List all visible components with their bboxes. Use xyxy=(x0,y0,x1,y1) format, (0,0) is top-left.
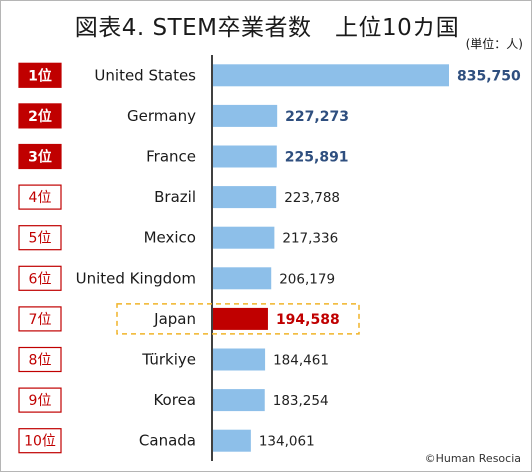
value-label: 227,273 xyxy=(285,109,349,125)
rank-label: 3位 xyxy=(28,149,52,166)
value-label: 835,750 xyxy=(457,68,521,84)
bar xyxy=(213,64,449,87)
rank-label: 7位 xyxy=(29,312,52,328)
category-label: Germany xyxy=(127,107,196,125)
rank-badge xyxy=(18,225,62,251)
bar xyxy=(213,389,265,412)
credit-text: ©Human Resocia xyxy=(424,452,521,465)
category-label: Japan xyxy=(153,310,196,328)
rank-badge xyxy=(18,103,62,129)
rank-badge xyxy=(18,346,62,373)
value-label: 206,179 xyxy=(279,271,335,287)
bar xyxy=(213,145,277,168)
value-label: 217,336 xyxy=(282,231,338,247)
bar xyxy=(213,186,277,209)
bar xyxy=(213,267,272,290)
value-label: 225,891 xyxy=(285,150,349,166)
rank-badge xyxy=(18,184,62,210)
category-label: Brazil xyxy=(154,188,196,206)
highlight-box xyxy=(116,303,360,335)
rank-badge xyxy=(18,428,62,454)
chart-title: 図表4. STEM卒業者数 上位10カ国 xyxy=(74,15,460,41)
value-label: 134,061 xyxy=(259,434,315,450)
value-label: 194,588 xyxy=(276,312,340,328)
rank-badge xyxy=(18,306,62,332)
rank-label: 1位 xyxy=(28,67,52,84)
rank-label: 8位 xyxy=(29,353,52,369)
rank-label: 6位 xyxy=(29,271,52,287)
category-label: Canada xyxy=(139,432,196,450)
bar xyxy=(213,307,268,330)
rank-badge xyxy=(18,143,62,170)
bar xyxy=(213,226,275,249)
category-label: United States xyxy=(94,66,196,84)
rank-label: 2位 xyxy=(28,108,52,125)
rank-label: 9位 xyxy=(29,393,52,409)
rank-label: 5位 xyxy=(29,231,52,247)
category-label: Korea xyxy=(153,391,196,409)
category-label: France xyxy=(146,148,196,166)
bar xyxy=(213,104,278,127)
rank-badge xyxy=(18,62,62,88)
rank-label: 4位 xyxy=(29,190,52,206)
rank-badge xyxy=(18,387,62,413)
bar xyxy=(213,429,251,452)
value-label: 184,461 xyxy=(273,353,329,369)
unit-label: (単位：人) xyxy=(465,37,523,51)
category-label: Mexico xyxy=(144,229,196,247)
value-label: 183,254 xyxy=(273,393,329,409)
rank-badge xyxy=(18,265,62,291)
value-label: 223,788 xyxy=(284,190,340,206)
bar xyxy=(213,348,266,371)
category-label: United Kingdom xyxy=(76,269,196,287)
category-label: Türkiye xyxy=(141,351,196,369)
rank-label: 10位 xyxy=(24,434,56,450)
